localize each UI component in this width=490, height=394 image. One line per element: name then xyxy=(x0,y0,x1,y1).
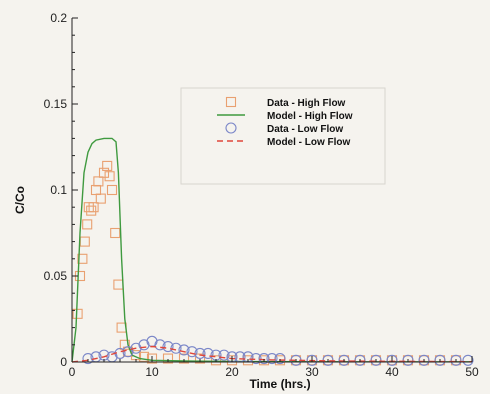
data-point-data-low-flow xyxy=(370,354,382,366)
data-point-data-high-flow xyxy=(86,205,97,216)
y-tick-label-1: 0.05 xyxy=(44,269,68,283)
axes-layer: 0 10 20 30 40 50 00.050.10.150.2 Time (hrs.) … xyxy=(13,11,479,391)
data-point-data-high-flow xyxy=(79,236,90,247)
x-ticks: 0 10 20 30 40 50 xyxy=(69,356,479,379)
legend-item-data-low-flow: Data - Low Flow xyxy=(225,122,343,135)
legend-label-model-low-flow: Model - Low Flow xyxy=(267,137,351,148)
series-line-model-high-flow xyxy=(71,137,472,363)
data-point-data-low-flow xyxy=(402,354,414,366)
x-tick-label-30: 30 xyxy=(305,365,319,379)
x-tick-label-20: 20 xyxy=(225,365,239,379)
data-point-data-high-flow xyxy=(98,167,110,178)
y-tick-label-3: 0.15 xyxy=(44,97,68,111)
x-tick-label-0: 0 xyxy=(69,365,76,379)
series-model-low-flow xyxy=(71,345,473,363)
data-point-data-high-flow xyxy=(146,353,158,364)
data-point-data-low-flow xyxy=(386,354,398,366)
legend-item-model-high-flow: Model - High Flow xyxy=(217,111,353,122)
y-tick-label-2: 0.1 xyxy=(50,183,67,197)
x-tick-label-40: 40 xyxy=(385,365,399,379)
data-point-data-high-flow xyxy=(82,219,93,230)
data-point-data-high-flow xyxy=(210,355,222,366)
legend: Data - High Flow Model - High Flow Data - … xyxy=(180,87,386,185)
y-tick-label-0: 0 xyxy=(60,355,67,369)
x-tick-label-10: 10 xyxy=(145,365,159,379)
data-point-data-low-flow xyxy=(178,344,190,356)
data-point-data-high-flow xyxy=(162,353,174,364)
legend-swatch-data-high-flow xyxy=(225,96,237,108)
data-point-data-low-flow xyxy=(258,353,270,365)
data-point-data-low-flow xyxy=(202,347,214,359)
legend-label-data-high-flow: Data - High Flow xyxy=(267,98,346,109)
legend-label-data-low-flow: Data - Low Flow xyxy=(267,124,343,135)
data-point-data-high-flow xyxy=(88,202,99,213)
series-data-high-flow xyxy=(72,160,462,366)
legend-item-data-high-flow: Data - High Flow xyxy=(225,96,346,109)
data-point-data-high-flow xyxy=(194,353,206,364)
legend-items: Data - High Flow Model - High Flow Data - … xyxy=(217,96,353,148)
data-point-data-high-flow xyxy=(72,308,83,319)
series-line-model-low-flow xyxy=(71,345,473,363)
data-point-data-high-flow xyxy=(178,353,190,364)
data-point-data-high-flow xyxy=(102,160,113,171)
data-point-data-low-flow xyxy=(186,346,198,358)
legend-item-model-low-flow: Model - Low Flow xyxy=(217,137,351,148)
data-point-data-low-flow xyxy=(218,349,230,361)
data-point-data-high-flow xyxy=(90,184,102,196)
data-point-data-high-flow xyxy=(104,171,115,182)
x-axis-label: Time (hrs.) xyxy=(249,377,310,391)
data-point-data-low-flow xyxy=(266,353,278,365)
data-point-data-low-flow xyxy=(306,354,318,366)
data-point-data-low-flow xyxy=(462,354,474,366)
y-ticks: 0 0.05 0.1 0.15 0.2 xyxy=(44,11,78,369)
data-point-data-high-flow xyxy=(113,279,124,290)
data-point-data-low-flow xyxy=(434,354,446,366)
series-layer xyxy=(71,137,474,366)
data-point-data-low-flow xyxy=(274,353,286,365)
y-tick-label-4: 0.2 xyxy=(50,11,67,25)
legend-label-model-high-flow: Model - High Flow xyxy=(267,111,353,122)
data-point-data-high-flow xyxy=(77,253,88,264)
legend-swatch-data-low-flow xyxy=(225,122,237,134)
data-point-data-high-flow xyxy=(95,193,106,204)
data-point-data-low-flow xyxy=(154,339,166,351)
data-point-data-low-flow xyxy=(338,354,350,366)
series-model-high-flow xyxy=(71,137,472,363)
data-point-data-low-flow xyxy=(418,354,430,366)
data-point-data-high-flow xyxy=(116,322,127,333)
data-point-data-high-flow xyxy=(106,184,118,196)
data-point-data-high-flow xyxy=(110,227,121,239)
data-point-data-high-flow xyxy=(138,351,150,362)
legend-box xyxy=(180,87,386,185)
data-point-data-high-flow xyxy=(93,176,104,187)
data-point-data-low-flow xyxy=(450,354,462,366)
x-tick-label-50: 50 xyxy=(465,365,479,379)
y-axis-label: C/Co xyxy=(13,186,27,214)
data-point-data-low-flow xyxy=(162,340,174,353)
data-point-data-low-flow xyxy=(354,354,366,366)
data-point-data-high-flow xyxy=(119,339,130,350)
